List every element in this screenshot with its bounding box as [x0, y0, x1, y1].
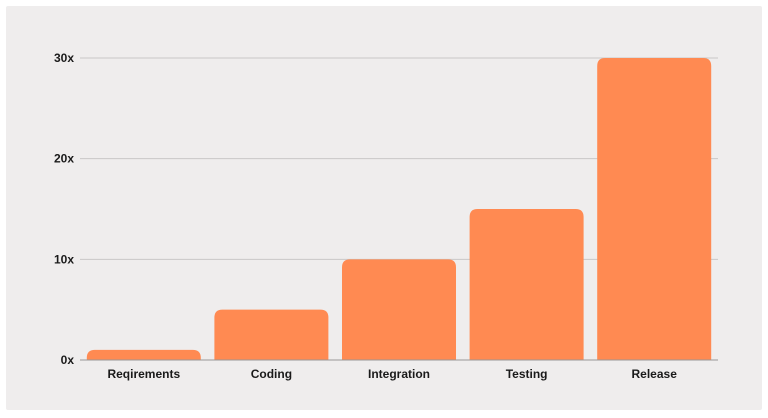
x-tick-label: Reqirements — [107, 367, 180, 381]
bar-coding — [214, 309, 329, 360]
x-tick-label: Coding — [251, 367, 292, 381]
y-tick-label: 10x — [54, 252, 74, 266]
x-tick-label: Release — [632, 367, 678, 381]
x-axis-labels: Reqirements Coding Integration Testing Relea… — [107, 367, 677, 381]
bar-integration — [342, 259, 456, 360]
bar-release — [597, 58, 712, 360]
y-tick-label: 30x — [54, 51, 74, 65]
x-tick-label: Testing — [506, 367, 548, 381]
bar-reqirements — [86, 349, 201, 360]
bar-testing — [469, 209, 584, 360]
bar-chart: 0x 10x 20x 30x Reqirements Coding Integration… — [54, 51, 718, 381]
y-tick-label: 0x — [61, 353, 75, 367]
chart-card: 0x 10x 20x 30x Reqirements Coding Integration… — [6, 6, 762, 410]
x-tick-label: Integration — [368, 367, 430, 381]
y-tick-label: 20x — [54, 152, 74, 166]
bars — [86, 58, 712, 360]
y-axis-ticks: 0x 10x 20x 30x — [54, 51, 74, 367]
